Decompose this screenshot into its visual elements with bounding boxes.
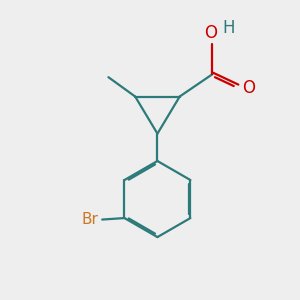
Text: O: O — [204, 23, 218, 41]
Text: H: H — [223, 19, 235, 37]
Text: O: O — [242, 79, 255, 97]
Text: Br: Br — [82, 212, 99, 227]
